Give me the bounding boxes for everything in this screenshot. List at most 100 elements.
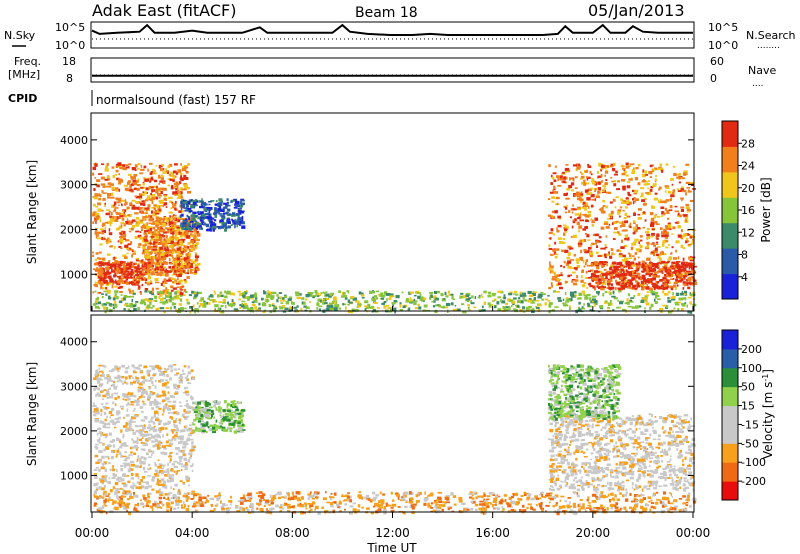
power-cell xyxy=(654,192,658,195)
power-cell xyxy=(192,240,195,244)
velocity-cell xyxy=(134,375,137,378)
power-cell xyxy=(161,223,166,227)
power-cell xyxy=(682,282,688,286)
power-cell xyxy=(624,282,627,286)
velocity-cell xyxy=(186,428,189,432)
power-cell xyxy=(178,181,182,185)
power-cell xyxy=(239,304,243,307)
power-cell xyxy=(604,171,609,174)
power-cell xyxy=(561,249,564,253)
power-cell xyxy=(185,260,188,263)
velocity-cell xyxy=(184,466,188,470)
power-cell xyxy=(570,294,575,298)
velocity-cell xyxy=(146,426,151,429)
power-cell xyxy=(682,287,685,290)
power-cell xyxy=(120,242,122,245)
power-cell xyxy=(130,261,133,264)
power-cell xyxy=(576,194,581,197)
velocity-cell xyxy=(159,371,164,373)
power-cell xyxy=(444,291,447,296)
power-cell xyxy=(201,204,206,209)
power-cell xyxy=(676,272,679,275)
power-cell xyxy=(584,207,587,211)
power-cell xyxy=(179,289,183,291)
power-cell xyxy=(640,287,645,291)
velocity-cell xyxy=(151,365,155,368)
noise-right-tick-bottom: 10^0 xyxy=(708,39,738,52)
velocity-cell xyxy=(170,365,173,369)
power-cell xyxy=(159,291,163,295)
power-cell xyxy=(166,238,169,241)
velocity-cell xyxy=(182,482,185,486)
power-cell xyxy=(617,249,620,252)
power-cell xyxy=(171,203,174,206)
velocity-cell xyxy=(132,365,134,368)
power-cell xyxy=(133,275,136,279)
power-cell xyxy=(135,258,139,262)
power-cell xyxy=(147,264,152,268)
power-cell xyxy=(551,271,556,274)
velocity-cell xyxy=(117,447,120,450)
power-cell xyxy=(172,274,174,276)
velocity-cell xyxy=(110,414,114,417)
power-cell xyxy=(552,275,557,278)
power-cell xyxy=(196,302,199,305)
power-cell xyxy=(125,166,130,169)
power-cell xyxy=(230,292,234,296)
power-cell xyxy=(653,167,657,171)
power-cell xyxy=(566,204,568,207)
velocity-cell xyxy=(189,438,194,441)
power-cell xyxy=(324,302,328,304)
power-cell xyxy=(623,284,627,288)
power-cell xyxy=(669,265,674,268)
power-cell xyxy=(593,300,598,304)
power-cell xyxy=(600,168,603,172)
power-cell xyxy=(162,220,165,223)
velocity-cell xyxy=(171,474,175,477)
nave-legend-dots: .... xyxy=(752,79,763,89)
velocity-cell xyxy=(168,455,173,458)
power-cell xyxy=(641,276,645,280)
velocity-cell xyxy=(151,476,156,479)
velocity-cell xyxy=(97,427,102,431)
power-cell xyxy=(139,195,143,199)
power-cell xyxy=(198,291,202,294)
power-cell xyxy=(288,296,293,300)
power-cell xyxy=(557,282,562,286)
power-cell xyxy=(684,263,688,266)
power-cell xyxy=(629,222,632,226)
power-cell xyxy=(142,271,146,274)
power-cell xyxy=(317,298,322,302)
power-cell xyxy=(680,265,685,269)
power-cell xyxy=(552,216,556,220)
frequency-panel-frame xyxy=(90,57,695,83)
velocity-cell xyxy=(155,417,159,420)
velocity-cell xyxy=(122,462,128,465)
power-cell xyxy=(95,252,99,255)
power-cell xyxy=(633,213,636,216)
velocity-cell xyxy=(100,374,102,377)
velocity-cell xyxy=(168,405,173,407)
velocity-cell xyxy=(159,394,163,397)
power-cell xyxy=(667,258,672,261)
power-cell xyxy=(142,192,145,197)
power-cell xyxy=(368,306,370,308)
power-cell xyxy=(689,258,693,260)
power-cell xyxy=(384,291,388,295)
power-cell xyxy=(627,305,632,308)
power-cell xyxy=(152,185,157,189)
power-cell xyxy=(118,287,121,289)
power-cell xyxy=(601,273,605,276)
power-cell xyxy=(134,269,138,272)
power-cell xyxy=(544,298,549,301)
power-cell xyxy=(610,248,614,252)
power-cell xyxy=(165,268,167,271)
power-cell xyxy=(153,207,157,211)
velocity-cell xyxy=(117,374,121,377)
power-cell xyxy=(195,230,199,234)
power-cell xyxy=(156,256,159,259)
velocity-cell xyxy=(131,421,136,423)
power-cell xyxy=(633,230,637,233)
power-cell xyxy=(112,174,115,179)
power-cell xyxy=(594,198,597,201)
